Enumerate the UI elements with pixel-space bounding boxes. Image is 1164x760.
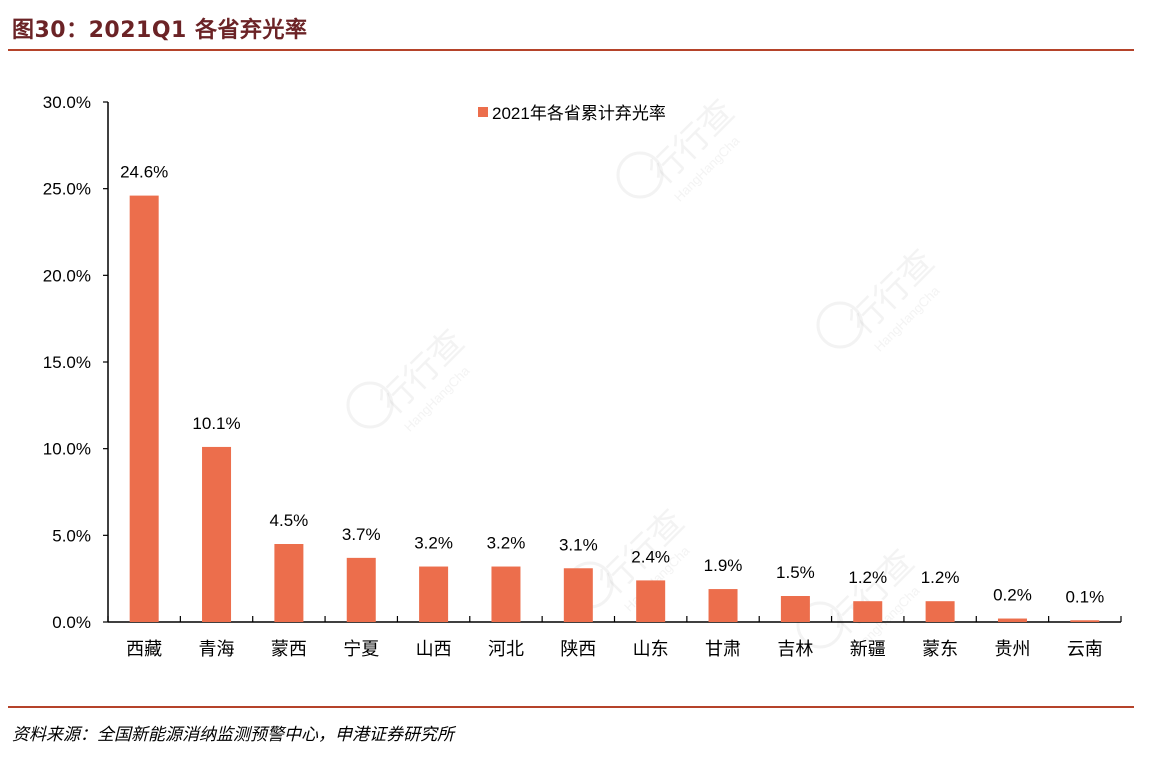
data-label: 2.4% [631, 547, 670, 566]
x-axis-category-label: 云南 [1067, 639, 1103, 660]
data-label: 0.2% [993, 586, 1032, 605]
data-label: 1.9% [704, 556, 743, 575]
y-axis-tick-label: 15.0% [43, 353, 91, 372]
data-label: 3.2% [414, 534, 453, 553]
data-label: 3.7% [342, 525, 381, 544]
watermark-logo-icon [816, 301, 864, 349]
x-axis-category-label: 西藏 [126, 639, 162, 660]
x-axis-category-label: 蒙东 [922, 639, 958, 660]
x-axis-category-label: 宁夏 [343, 639, 379, 660]
legend-label: 2021年各省累计弃光率 [492, 104, 666, 123]
x-axis-category-label: 山西 [416, 639, 452, 660]
x-axis-category-label: 新疆 [850, 639, 886, 660]
y-axis-tick-label: 20.0% [43, 266, 91, 285]
data-label: 10.1% [192, 414, 240, 433]
y-axis-tick-label: 25.0% [43, 180, 91, 199]
data-label: 24.6% [120, 163, 168, 182]
data-label: 1.5% [776, 563, 815, 582]
data-label: 1.2% [848, 568, 887, 587]
data-label: 0.1% [1065, 587, 1104, 606]
legend-swatch-icon [478, 106, 488, 117]
y-axis-tick-label: 0.0% [52, 613, 91, 632]
data-label: 3.2% [487, 534, 526, 553]
bar [780, 596, 810, 622]
figure-title: 图30：2021Q1 各省弃光率 [12, 18, 308, 43]
bar [853, 601, 883, 622]
source-note: 资料来源：全国新能源消纳监测预警中心，申港证券研究所 [12, 725, 454, 745]
data-label: 4.5% [270, 511, 309, 530]
footer-divider [8, 706, 1134, 708]
bar [997, 618, 1027, 622]
x-axis-category-label: 甘肃 [705, 639, 741, 660]
x-axis-category-label: 贵州 [994, 639, 1030, 660]
x-axis-category-label: 陕西 [560, 639, 596, 660]
data-label: 1.2% [921, 568, 960, 587]
bar [925, 601, 955, 622]
title-divider [8, 49, 1134, 51]
y-axis-tick-label: 10.0% [43, 440, 91, 459]
bar [419, 566, 449, 622]
bar [129, 195, 159, 622]
bar [708, 589, 738, 622]
y-axis-tick-label: 30.0% [43, 93, 91, 112]
watermark-logo-icon [796, 601, 844, 649]
watermark-logo-icon [616, 151, 664, 199]
chart-legend: 2021年各省累计弃光率 [478, 99, 666, 124]
bar [1070, 620, 1100, 622]
bar [346, 557, 376, 622]
x-axis-category-label: 蒙西 [271, 639, 307, 660]
x-axis-category-label: 河北 [488, 639, 524, 660]
bar [563, 568, 593, 622]
bar [491, 566, 521, 622]
x-axis-category-label: 吉林 [777, 639, 813, 660]
bar [274, 544, 304, 622]
y-axis-tick-label: 5.0% [52, 526, 91, 545]
watermark-logo-icon [346, 381, 394, 429]
data-label: 3.1% [559, 535, 598, 554]
bar [202, 446, 232, 622]
x-axis-category-label: 青海 [199, 639, 235, 660]
x-axis-category-label: 山东 [633, 639, 669, 660]
bar [636, 580, 666, 622]
